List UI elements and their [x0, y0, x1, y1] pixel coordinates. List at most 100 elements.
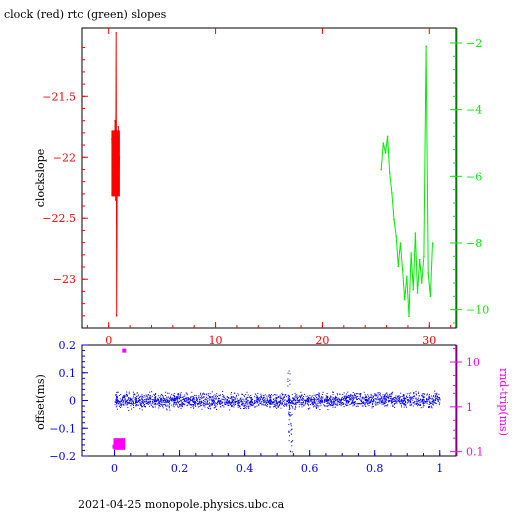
offset-point	[403, 401, 405, 403]
offset-point	[145, 394, 147, 396]
offset-point	[291, 401, 292, 403]
slopes-y2-tick-label: −10	[466, 304, 489, 317]
offset-point	[375, 395, 377, 397]
offset-point	[339, 404, 341, 405]
offset-point	[313, 401, 315, 403]
offset-dip-point	[290, 441, 292, 443]
offset-point	[128, 397, 129, 399]
offset-point	[261, 401, 263, 403]
offset-point	[416, 394, 417, 396]
offset-point	[262, 403, 264, 405]
offset-point	[419, 404, 421, 406]
offset-point	[125, 401, 127, 403]
offset-point	[362, 397, 364, 399]
offset-point	[313, 404, 315, 406]
offset-point	[302, 397, 304, 399]
offset-point	[307, 397, 309, 399]
offset-dip-point	[288, 414, 290, 416]
offset-point	[394, 398, 396, 400]
offset-point	[192, 397, 194, 399]
offset-point	[262, 400, 264, 402]
offset-point	[306, 398, 308, 400]
offset-point	[354, 402, 356, 403]
offset-point	[177, 401, 179, 403]
offset-point	[433, 399, 435, 401]
offset-point	[228, 401, 230, 402]
offset-point	[435, 398, 437, 400]
offset-point	[287, 401, 288, 403]
offset-outlier	[209, 393, 211, 395]
offset-point	[145, 399, 147, 401]
offset-point	[206, 399, 208, 401]
offset-point	[280, 396, 282, 398]
offset-point	[336, 393, 338, 395]
offset-point	[317, 397, 319, 399]
offset-point	[352, 400, 354, 402]
offset-point	[139, 401, 141, 403]
offset-point	[400, 392, 402, 394]
offset-point	[240, 401, 242, 403]
offset-point	[180, 403, 181, 405]
offset-point	[160, 400, 162, 402]
offset-point	[409, 394, 410, 396]
offset-spike-point	[289, 383, 291, 385]
offset-point	[347, 396, 349, 398]
offset-point	[160, 399, 162, 401]
offset-point	[153, 404, 155, 405]
offset-outlier	[350, 394, 352, 396]
offset-point	[416, 399, 418, 401]
offset-point	[319, 397, 321, 399]
offset-point	[279, 394, 281, 396]
offset-point	[343, 392, 345, 394]
offset-point	[232, 402, 234, 404]
offset-point	[273, 400, 275, 402]
offset-point	[124, 397, 126, 399]
offset-point	[315, 400, 317, 402]
offset-point	[382, 394, 384, 396]
offset-point	[214, 407, 216, 408]
offset-point	[155, 393, 157, 394]
offset-point	[436, 399, 438, 401]
offset-point	[281, 400, 283, 402]
offset-point	[360, 395, 361, 397]
offset-point	[436, 393, 438, 395]
offset-point	[431, 407, 433, 409]
offset-point	[148, 405, 150, 407]
offset-point	[182, 403, 184, 405]
offset-point	[359, 398, 361, 400]
offset-point	[399, 396, 401, 398]
offset-point	[305, 399, 307, 401]
offset-point	[368, 395, 369, 397]
offset-point	[348, 396, 350, 398]
offset-point	[319, 399, 321, 401]
offset-point	[124, 398, 126, 400]
offset-point	[347, 400, 349, 402]
offset-point	[392, 406, 394, 407]
offset-point	[415, 398, 417, 400]
offset-point	[269, 402, 271, 404]
offset-point	[390, 399, 392, 401]
offset-point	[234, 404, 236, 406]
offset-point	[152, 406, 154, 408]
offset-outlier	[389, 393, 391, 395]
offset-point	[329, 397, 331, 399]
offset-point	[228, 397, 230, 399]
offset-point	[219, 403, 221, 405]
offset-point	[398, 396, 400, 398]
offset-point	[349, 396, 351, 398]
offset-point	[239, 406, 241, 408]
offset-outlier	[392, 391, 394, 393]
offset-point	[141, 399, 143, 401]
offset-point	[216, 403, 218, 405]
offset-point	[426, 394, 428, 396]
offset-point	[175, 401, 177, 403]
offset-point	[131, 408, 132, 410]
offset-point	[165, 401, 167, 403]
offset-point	[135, 404, 137, 406]
offset-point	[320, 395, 322, 397]
offset-point	[379, 393, 381, 395]
offset-point	[403, 403, 405, 405]
offset-point	[336, 404, 338, 406]
offset-point	[263, 395, 265, 397]
offset-point	[321, 398, 322, 400]
